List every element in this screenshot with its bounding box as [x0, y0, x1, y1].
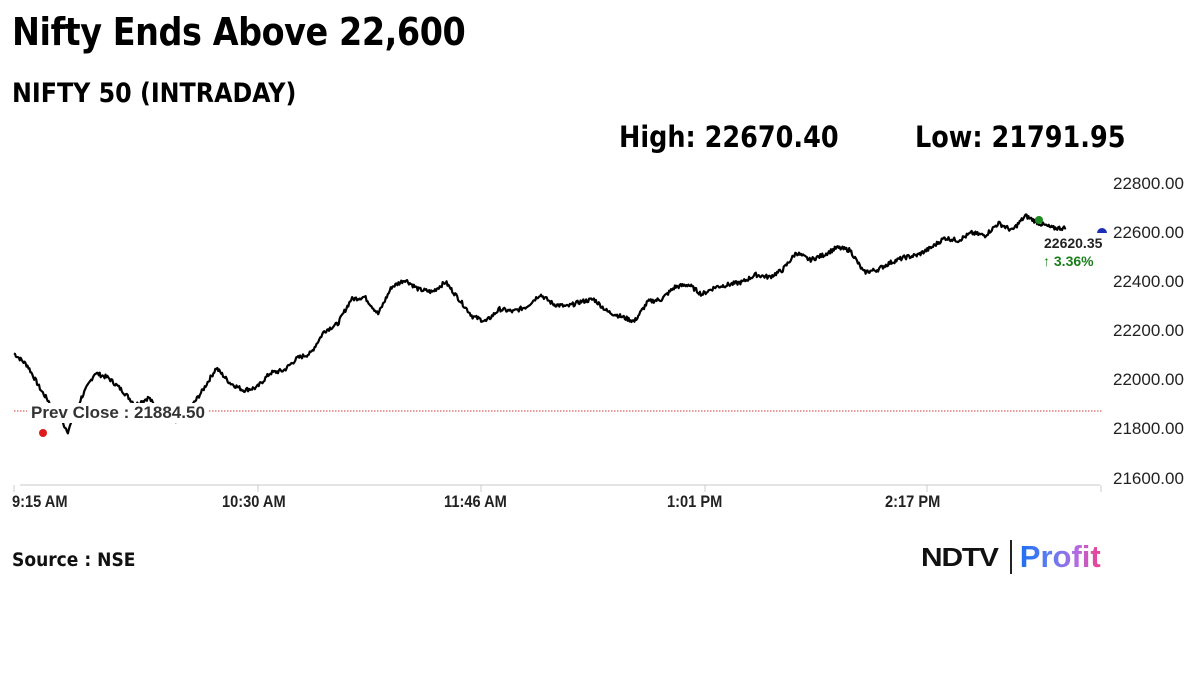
y-tick-label: 22400.00 [1113, 272, 1184, 291]
logo-divider [1009, 540, 1012, 574]
x-tick-label: 11:46 AM [444, 492, 507, 511]
x-tick-label: 9:15 AM [12, 492, 68, 511]
logo-ndtv-text: NDTV [921, 541, 999, 572]
day-high-label: High: 22670.40 [619, 120, 839, 154]
y-tick-label: 21800.00 [1113, 419, 1184, 438]
price-line [13, 213, 1067, 435]
y-tick-label: 22200.00 [1113, 321, 1184, 340]
chart-subtitle: NIFTY 50 (INTRADAY) [12, 78, 297, 109]
ndtv-profit-logo: NDTV Profit [921, 537, 1101, 577]
low-marker [39, 429, 47, 437]
x-tick-label: 2:17 PM [885, 492, 941, 511]
x-axis-ticks [13, 485, 1102, 492]
source-label: Source : NSE [12, 549, 136, 571]
day-low-label: Low: 21791.95 [915, 120, 1126, 154]
y-tick-label: 22800.00 [1113, 174, 1184, 193]
y-tick-label: 21600.00 [1113, 469, 1184, 488]
last-value-marker [1097, 228, 1107, 233]
logo-profit-text: Profit [1019, 539, 1101, 574]
high-marker [1035, 216, 1043, 224]
y-tick-label: 22600.00 [1113, 223, 1184, 242]
y-tick-label: 22000.00 [1113, 370, 1184, 389]
last-value-label: 22620.35 [1044, 235, 1103, 251]
change-percent-label: ↑ 3.36% [1043, 253, 1094, 269]
x-tick-label: 10:30 AM [222, 492, 286, 511]
x-tick-label: 1:01 PM [667, 492, 723, 511]
prev-close-label: Prev Close : 21884.50 [27, 403, 209, 423]
page-title: Nifty Ends Above 22,600 [12, 10, 466, 54]
